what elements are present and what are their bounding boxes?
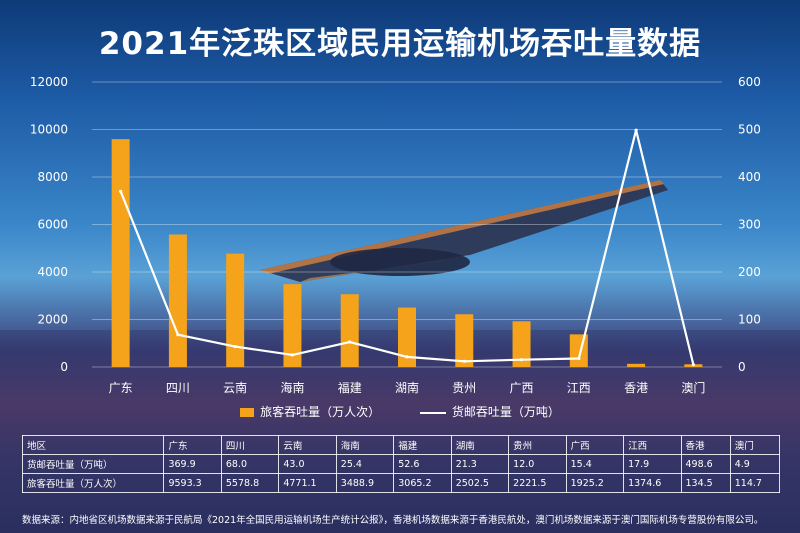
source-note: 数据来源：内地省区机场数据来源于民航局《2021年全国民用运输机场生产统计公报》…	[22, 515, 764, 526]
table-cell: 香港	[680, 435, 731, 455]
y-left-tick-label: 8000	[37, 170, 68, 184]
bar	[283, 284, 302, 367]
table-cell: 3488.9	[335, 473, 395, 493]
x-category-label: 福建	[338, 380, 362, 395]
table-row-header: 地区	[21, 435, 165, 455]
table-cell: 2502.5	[450, 473, 510, 493]
x-category-label: 广西	[510, 381, 534, 395]
table-cell: 四川	[220, 435, 280, 455]
table-row: 旅客吞吐量（万人次） 9593.3 5578.8 4771.1 3488.9 3065.2…	[21, 473, 781, 493]
table-cell: 25.4	[335, 454, 395, 474]
y-left-tick-label: 2000	[37, 313, 68, 327]
table-cell: 3065.2	[393, 473, 452, 493]
legend-line-swatch	[419, 411, 446, 414]
table-cell: 21.3	[450, 454, 510, 474]
table-cell: 5578.8	[220, 473, 280, 493]
legend-bar-swatch	[240, 408, 255, 417]
y-right-tick-label: 400	[738, 170, 761, 184]
table-cell: 498.6	[680, 454, 731, 474]
y-right-tick-label: 500	[738, 123, 761, 137]
table-cell: 广西	[565, 435, 625, 455]
table-cell: 1925.2	[565, 473, 625, 493]
line-point	[405, 355, 409, 359]
x-category-label: 云南	[223, 380, 247, 395]
table-cell: 114.7	[729, 473, 781, 493]
table-cell: 15.4	[565, 454, 625, 474]
table-cell: 云南	[278, 435, 337, 455]
x-category-label: 四川	[166, 381, 190, 395]
table-cell: 广东	[163, 435, 222, 455]
table-cell: 4771.1	[278, 473, 337, 493]
line-point	[691, 363, 695, 367]
page-title: 2021年泛珠区域民用运输机场吞吐量数据	[98, 26, 702, 62]
bar	[168, 234, 187, 367]
y-left-tick-label: 0	[60, 360, 68, 374]
line-point	[176, 333, 180, 337]
table-cell: 澳门	[729, 435, 781, 455]
y-right-tick-label: 600	[738, 75, 761, 89]
line-point	[577, 356, 581, 361]
table-cell: 贵州	[508, 435, 567, 455]
legend-item-line: 货邮吞吐量（万吨）	[419, 403, 560, 420]
table-cell: 2221.5	[508, 473, 567, 493]
table-cell: 4.9	[729, 454, 781, 474]
bar	[340, 294, 359, 367]
x-category-label: 广东	[109, 381, 133, 395]
table-row-header: 旅客吞吐量（万人次）	[21, 473, 165, 493]
bar	[512, 321, 531, 367]
line-point	[462, 359, 466, 363]
line-point	[634, 128, 638, 132]
table-cell: 湖南	[450, 435, 510, 455]
table-cell: 43.0	[278, 454, 337, 474]
y-right-tick-label: 200	[738, 265, 761, 279]
table-cell: 134.5	[680, 473, 731, 493]
table-cell: 江西	[623, 435, 682, 455]
bar	[111, 139, 130, 367]
line-point	[519, 358, 524, 362]
bar	[569, 334, 588, 367]
legend-bar-label: 旅客吞吐量（万人次）	[260, 405, 381, 419]
line-point	[233, 344, 237, 349]
table-cell: 1374.6	[623, 473, 682, 493]
line-point	[290, 353, 295, 357]
y-left-tick-label: 6000	[37, 218, 68, 232]
table-cell: 12.0	[508, 454, 567, 474]
table-cell: 369.9	[163, 454, 222, 474]
y-left-tick-label: 10000	[30, 123, 68, 137]
x-category-label: 澳门	[681, 380, 705, 395]
x-category-label: 贵州	[452, 381, 476, 395]
line-point	[348, 340, 352, 344]
y-right-tick-label: 300	[738, 218, 761, 232]
y-right-tick-label: 100	[738, 313, 761, 327]
y-left-tick-label: 12000	[30, 75, 68, 89]
bar	[455, 314, 474, 367]
x-category-label: 海南	[280, 380, 304, 395]
table-cell: 52.6	[393, 454, 452, 474]
table-cell: 海南	[335, 435, 395, 455]
table-header-row: 地区 广东 四川 云南 海南 福建 湖南 贵州 广西 江西 香港 澳门	[21, 435, 781, 455]
chart-legend: 旅客吞吐量（万人次） 货邮吞吐量（万吨）	[0, 403, 800, 420]
y-left-tick-label: 4000	[37, 265, 68, 279]
bar	[627, 363, 646, 367]
table-cell: 68.0	[220, 454, 280, 474]
table-row-header: 货邮吞吐量（万吨）	[21, 454, 165, 474]
bar	[226, 253, 245, 367]
legend-item-bar: 旅客吞吐量（万人次）	[240, 403, 380, 420]
line-point	[119, 189, 123, 193]
table-cell: 9593.3	[163, 473, 222, 493]
data-table: 地区 广东 四川 云南 海南 福建 湖南 贵州 广西 江西 香港 澳门 货邮吞吐量（万吨） 369.9 68…	[21, 435, 781, 493]
table-cell: 福建	[393, 435, 452, 455]
y-right-tick-label: 0	[738, 360, 746, 374]
legend-line-label: 货邮吞吐量（万吨）	[451, 405, 560, 419]
table-cell: 17.9	[623, 454, 682, 474]
x-category-label: 江西	[567, 381, 591, 395]
table-row: 货邮吞吐量（万吨） 369.9 68.0 43.0 25.4 52.6 21.3 12.0 15…	[21, 454, 781, 474]
x-category-label: 湖南	[395, 380, 419, 395]
x-category-label: 香港	[624, 381, 648, 395]
bar	[398, 307, 416, 367]
